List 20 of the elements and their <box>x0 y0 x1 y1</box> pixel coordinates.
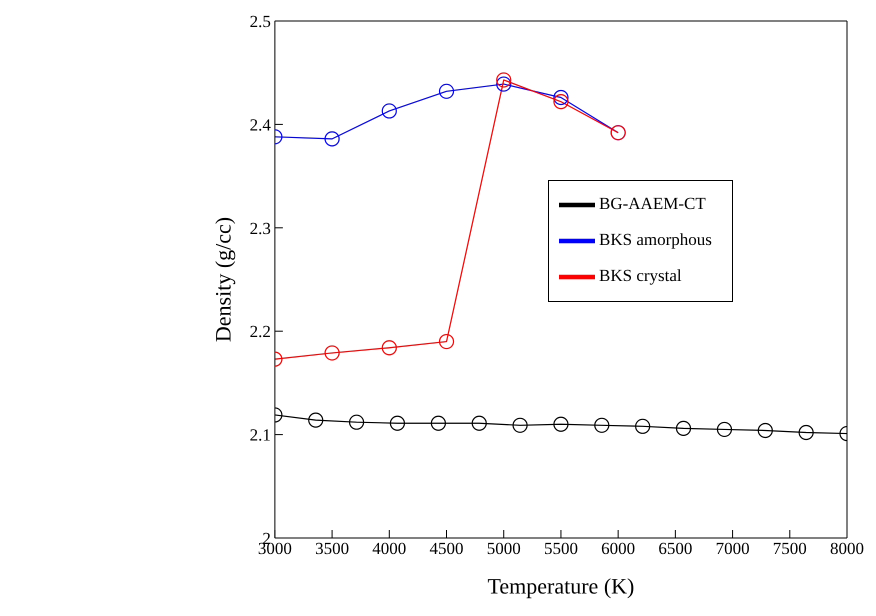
x-tick-label: 7000 <box>716 539 750 558</box>
x-axis-title: Temperature (K) <box>487 574 634 599</box>
x-tick-label: 8000 <box>830 539 864 558</box>
x-tick-label: 6500 <box>658 539 692 558</box>
x-tick-label: 7500 <box>772 539 807 558</box>
x-tick-label: 6000 <box>601 539 636 558</box>
y-tick-label: 2.4 <box>250 115 272 134</box>
legend-label: BG-AAEM-CT <box>599 194 706 213</box>
legend-label: BKS amorphous <box>599 230 712 249</box>
y-tick-label: 2.2 <box>250 322 271 342</box>
y-axis-title: Density (g/cc) <box>210 216 236 342</box>
x-tick-label: 4500 <box>430 539 464 558</box>
x-tick-label: 4000 <box>372 539 406 558</box>
y-tick-label: 2.5 <box>250 12 271 32</box>
x-tick-label: 5500 <box>544 539 578 558</box>
y-tick-label: 2.1 <box>250 426 271 445</box>
x-tick-label: 3500 <box>315 539 350 558</box>
legend-label: BKS crystal <box>599 266 682 285</box>
x-tick-label: 5000 <box>486 539 521 558</box>
y-tick-label: 2.3 <box>250 218 271 238</box>
